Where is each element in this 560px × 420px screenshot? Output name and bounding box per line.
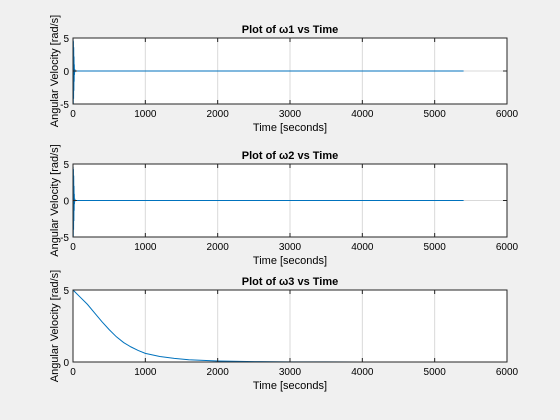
chart-title: Plot of ω3 vs Time: [242, 276, 339, 288]
x-tick-label: 5000: [424, 367, 447, 378]
x-tick-label: 1000: [134, 242, 157, 253]
y-tick-label: 5: [63, 34, 69, 45]
subplot-3: 0 1000 2000 3000 4000 5000 6000 0 5 Plot of ω3 vs…: [49, 270, 519, 392]
x-tick-label: 3000: [279, 367, 302, 378]
x-tick-label: 5000: [424, 242, 447, 253]
x-tick-label: 0: [70, 367, 76, 378]
x-tick-label: 2000: [207, 242, 230, 253]
x-tick-label: 6000: [496, 367, 519, 378]
y-tick-label: -5: [60, 233, 69, 244]
x-axis-label: Time [seconds]: [253, 380, 327, 392]
x-tick-label: 1000: [134, 367, 157, 378]
x-tick-label: 4000: [351, 367, 374, 378]
y-tick-label: 0: [63, 358, 69, 369]
x-tick-label: 3000: [279, 242, 302, 253]
y-tick-label: 5: [63, 286, 69, 297]
y-tick-label: -5: [60, 100, 69, 111]
x-tick-label: 0: [70, 109, 76, 120]
x-tick-label: 4000: [351, 109, 374, 120]
chart-title: Plot of ω1 vs Time: [242, 24, 339, 36]
y-tick-label: 0: [63, 67, 69, 78]
chart-title: Plot of ω2 vs Time: [242, 150, 339, 162]
x-tick-label: 6000: [496, 242, 519, 253]
x-tick-label: 3000: [279, 109, 302, 120]
y-axis-label: Angular Velocity [rad/s]: [49, 144, 61, 257]
x-tick-label: 5000: [424, 109, 447, 120]
x-tick-label: 4000: [351, 242, 374, 253]
x-tick-label: 0: [70, 242, 76, 253]
x-tick-label: 6000: [496, 109, 519, 120]
x-axis-label: Time [seconds]: [253, 122, 327, 134]
x-tick-label: 2000: [207, 367, 230, 378]
y-tick-label: 5: [63, 160, 69, 171]
y-tick-label: 0: [63, 197, 69, 208]
x-tick-label: 2000: [207, 109, 230, 120]
y-axis-label: Angular Velocity [rad/s]: [49, 15, 61, 128]
y-axis-label: Angular Velocity [rad/s]: [49, 270, 61, 383]
x-axis-label: Time [seconds]: [253, 255, 327, 267]
x-tick-label: 1000: [134, 109, 157, 120]
